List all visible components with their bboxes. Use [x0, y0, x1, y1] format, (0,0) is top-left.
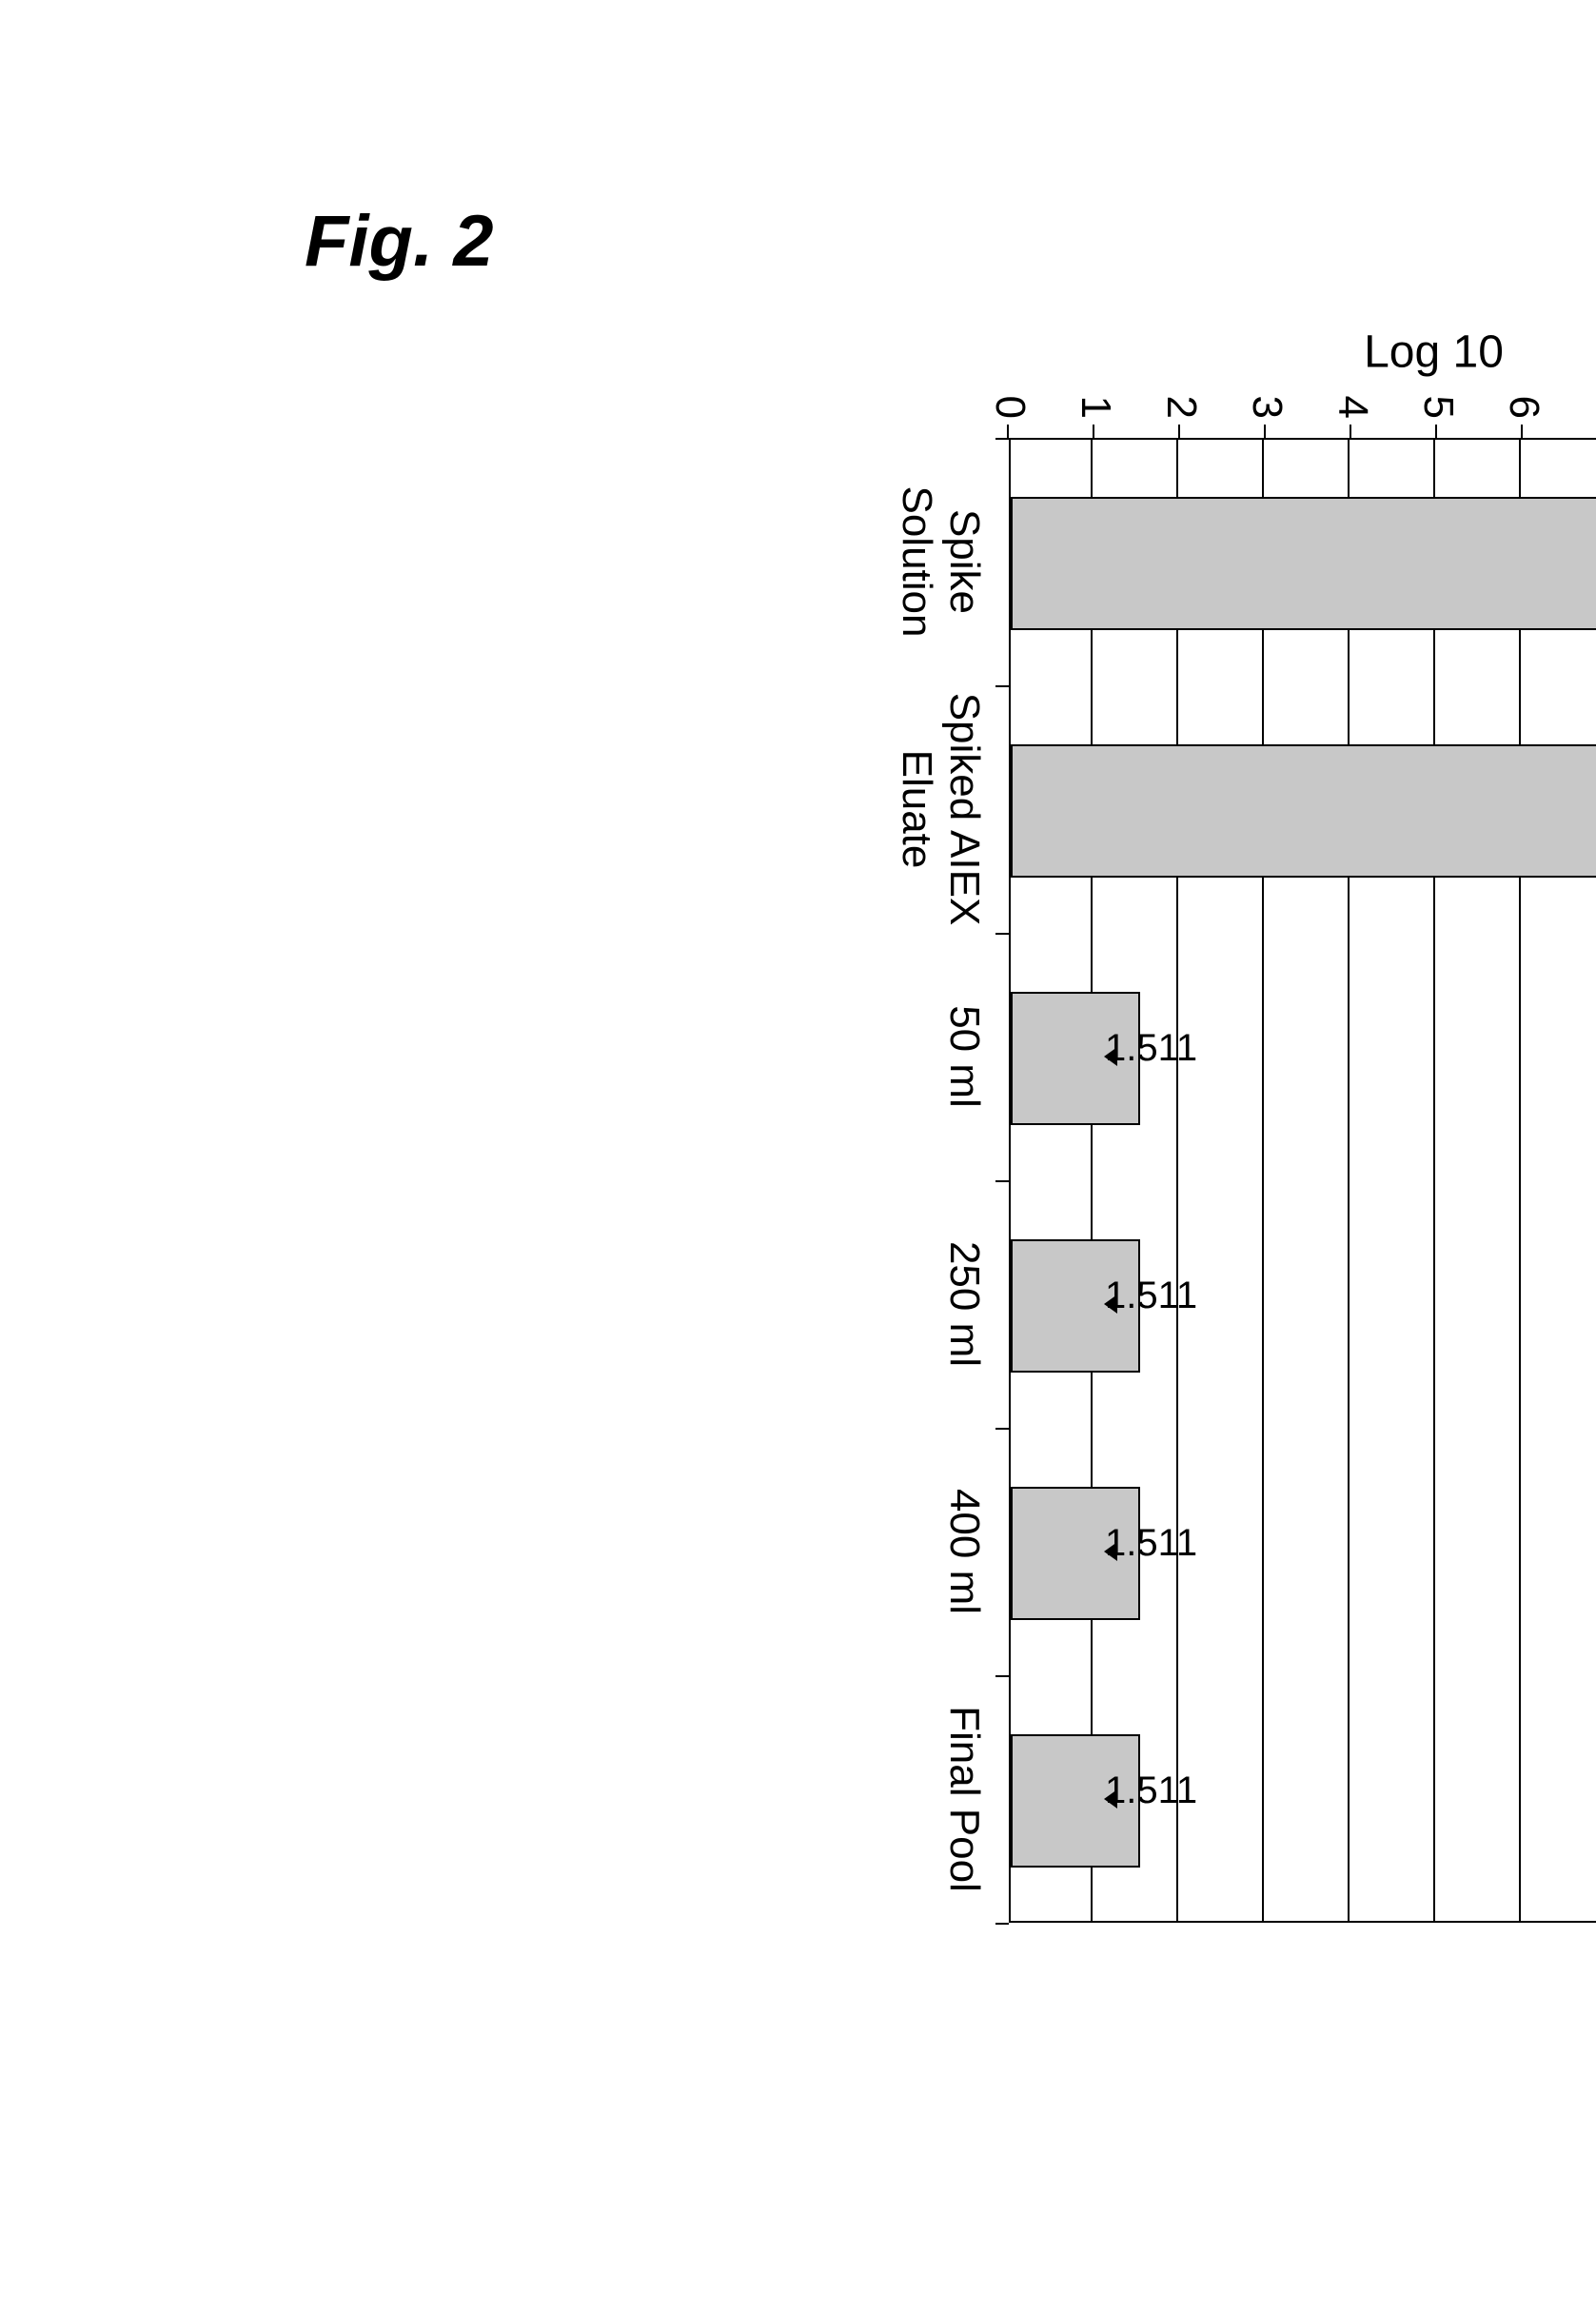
x-tick-mark — [995, 1428, 1009, 1430]
bar — [1011, 497, 1596, 630]
y-tick-label: 6 — [1500, 362, 1547, 419]
bar-value-label: 1.511 — [1105, 1522, 1197, 1565]
y-tick-mark — [1007, 425, 1009, 438]
x-tick-label: 50 ml — [940, 923, 988, 1190]
y-tick-mark — [1093, 425, 1094, 438]
x-tick-label: 400 ml — [940, 1418, 988, 1685]
grid-line — [1091, 440, 1093, 1921]
x-tick-mark — [995, 685, 1009, 687]
bar-value-label: 1.511 — [1105, 1027, 1197, 1070]
y-tick-label: 3 — [1243, 362, 1291, 419]
y-tick-mark — [1264, 425, 1266, 438]
x-tick-mark — [995, 1923, 1009, 1925]
grid-line — [1519, 440, 1521, 1921]
y-tick-label: 4 — [1329, 362, 1376, 419]
down-arrow-icon — [1104, 1542, 1117, 1561]
down-arrow-icon — [1104, 1789, 1117, 1809]
y-tick-label: 5 — [1414, 362, 1462, 419]
grid-line — [1262, 440, 1264, 1921]
x-tick-label: Spiked AIEX Eluate — [893, 676, 988, 942]
plot-area — [1009, 438, 1596, 1923]
grid-line — [1348, 440, 1350, 1921]
down-arrow-icon — [1104, 1047, 1117, 1066]
y-tick-mark — [1521, 425, 1523, 438]
y-tick-label: 0 — [986, 362, 1034, 419]
y-tick-label: 2 — [1157, 362, 1205, 419]
bar-value-label: 1.511 — [1105, 1275, 1197, 1317]
chart-frame: TCID50 (log10) Log 10 0123456789108.1Spi… — [190, 295, 1596, 1523]
grid-line — [1176, 440, 1178, 1921]
y-tick-mark — [1435, 425, 1437, 438]
x-tick-mark — [995, 438, 1009, 440]
page: Fig. 2 TCID50 (log10) Log 10 01234567891… — [0, 0, 1596, 2263]
bar-value-label: 1.511 — [1105, 1769, 1197, 1812]
x-tick-label: Spike Solution — [893, 428, 988, 695]
figure-title: Fig. 2 — [305, 200, 493, 283]
bar — [1011, 744, 1596, 878]
x-tick-mark — [995, 1180, 1009, 1182]
y-tick-mark — [1178, 425, 1180, 438]
y-tick-label: 7 — [1586, 362, 1596, 419]
x-tick-label: 250 ml — [940, 1171, 988, 1437]
y-tick-mark — [1350, 425, 1351, 438]
x-tick-mark — [995, 1675, 1009, 1677]
grid-line — [1433, 440, 1435, 1921]
y-tick-label: 1 — [1072, 362, 1119, 419]
x-tick-label: Final Pool — [940, 1666, 988, 1932]
x-tick-mark — [995, 933, 1009, 935]
down-arrow-icon — [1104, 1295, 1117, 1314]
